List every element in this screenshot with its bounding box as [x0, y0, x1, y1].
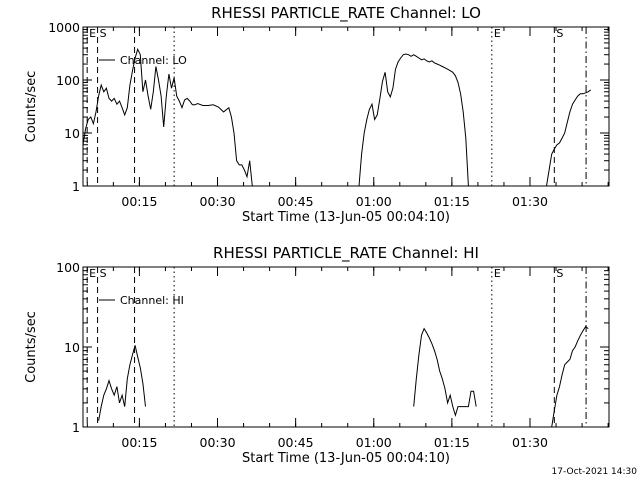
x-tick-label: 01:00	[356, 435, 392, 450]
event-marker-label: S	[100, 27, 107, 40]
legend-label: Channel: HI	[120, 294, 184, 307]
y-axis-label: Counts/sec	[24, 71, 39, 143]
x-tick-label: 01:15	[434, 194, 470, 209]
chart-hi: RHESSI PARTICLE_RATE Channel: HI Counts/s…	[24, 244, 610, 466]
y-tick-label: 10	[64, 340, 80, 355]
y-tick-label: 100	[56, 260, 80, 275]
legend-label: Channel: LO	[120, 54, 187, 67]
x-axis-label: Start Time (13-Jun-05 00:04:10)	[242, 451, 450, 466]
series-line	[551, 325, 589, 428]
x-tick-label: 00:15	[121, 194, 157, 209]
series-line	[546, 89, 592, 187]
x-tick-label: 00:45	[278, 435, 314, 450]
x-tick-label: 01:30	[512, 194, 548, 209]
chart-title: RHESSI PARTICLE_RATE Channel: HI	[213, 244, 479, 263]
footer-timestamp: 17-Oct-2021 14:30	[552, 467, 638, 477]
x-tick-label: 01:30	[512, 435, 548, 450]
x-tick-label: 00:15	[121, 435, 157, 450]
x-tick-label: 01:00	[356, 194, 392, 209]
chart-lo: RHESSI PARTICLE_RATE Channel: LO Counts/s…	[24, 4, 610, 225]
event-marker-label: E	[89, 267, 96, 280]
event-marker-label: S	[556, 27, 563, 40]
y-tick-label: 1	[72, 420, 80, 435]
plot-frame	[82, 26, 610, 187]
x-tick-label: 01:15	[434, 435, 470, 450]
y-tick-label: 1	[72, 179, 80, 194]
y-tick-label: 10	[64, 126, 80, 141]
x-tick-label: 00:30	[200, 435, 236, 450]
x-axis-label: Start Time (13-Jun-05 00:04:10)	[242, 210, 450, 225]
y-axis-label: Counts/sec	[24, 311, 39, 383]
event-marker-label: E	[494, 267, 501, 280]
event-marker-label: E	[89, 27, 96, 40]
series-line	[98, 345, 146, 421]
y-tick-label: 1000	[48, 20, 80, 35]
x-tick-label: 00:30	[200, 194, 236, 209]
event-marker-label: S	[556, 267, 563, 280]
plot-frame	[82, 266, 610, 428]
series-line	[358, 53, 469, 187]
chart-title: RHESSI PARTICLE_RATE Channel: LO	[211, 4, 481, 23]
y-tick-label: 100	[56, 73, 80, 88]
x-tick-label: 00:45	[278, 194, 314, 209]
series-line	[82, 47, 253, 187]
event-marker-label: E	[494, 27, 501, 40]
series-line	[413, 327, 477, 418]
event-marker-label: S	[100, 267, 107, 280]
